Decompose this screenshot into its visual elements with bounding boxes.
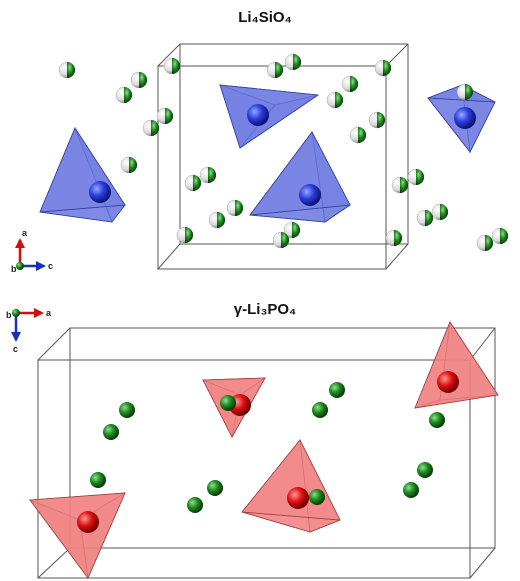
li-atom-half <box>165 108 173 124</box>
li-atom-half <box>465 84 473 100</box>
tetrahedron <box>249 130 351 223</box>
central-atom <box>454 107 476 129</box>
li-atom-half <box>358 127 366 143</box>
li-atom-half <box>377 112 385 128</box>
axis-label: a <box>22 228 28 238</box>
panel-title: γ-Li₃PO₄ <box>234 301 296 318</box>
li-atom-half <box>208 167 216 183</box>
central-atom <box>287 487 309 509</box>
axis-label: c <box>13 344 18 354</box>
central-atom <box>247 104 269 126</box>
axis-label: b <box>11 264 17 274</box>
tetra-face <box>39 127 126 213</box>
li-atom <box>312 402 328 418</box>
unit-cell <box>37 327 496 579</box>
central-atom <box>77 511 99 533</box>
axis-label: b <box>6 310 12 320</box>
li-atom-half <box>185 227 193 243</box>
li-atom-half <box>500 228 508 244</box>
li-atom-half <box>172 58 180 74</box>
tetra-face <box>241 439 341 521</box>
li-atom-half <box>350 76 358 92</box>
axis-label: a <box>46 308 52 318</box>
li-atom <box>417 462 433 478</box>
li-atom-half <box>440 204 448 220</box>
central-atom <box>299 184 321 206</box>
li-atom-half <box>139 72 147 88</box>
li-atom-half <box>67 62 75 78</box>
tetra-face <box>219 84 320 149</box>
li-atom <box>207 480 223 496</box>
li-atom-half <box>416 169 424 185</box>
li-atom-half <box>129 157 137 173</box>
tetrahedron <box>219 84 320 149</box>
li-atom <box>103 424 119 440</box>
tetra-face <box>414 321 499 409</box>
li-atom-half <box>151 120 159 136</box>
tetra-face <box>249 131 351 216</box>
tetrahedron <box>241 438 341 533</box>
li-atom <box>329 382 345 398</box>
axis-indicator: a c b <box>6 308 52 354</box>
li-atom <box>187 497 203 513</box>
li-atom-half <box>292 222 300 238</box>
panel-title: Li₄SiO₄ <box>238 9 291 26</box>
tetrahedron <box>414 320 499 409</box>
li-atom-half <box>281 232 289 248</box>
li-atom-half <box>275 62 283 78</box>
tetrahedron <box>427 84 496 154</box>
li-atom <box>309 489 325 505</box>
li-atom <box>90 472 106 488</box>
axis-label: c <box>48 261 53 271</box>
tetra-face <box>29 492 126 579</box>
li-atom-half <box>217 212 225 228</box>
li-atom <box>403 482 419 498</box>
li-atom-half <box>124 87 132 103</box>
central-atom <box>89 181 111 203</box>
li-atom-half <box>425 210 433 226</box>
axis-indicator: a c b <box>11 228 53 274</box>
tetrahedron <box>39 126 126 223</box>
li-atom-half <box>193 175 201 191</box>
li-atom-half <box>335 92 343 108</box>
li-atom-half <box>235 200 243 216</box>
li-atom-half <box>293 54 301 70</box>
tetrahedron <box>28 492 126 580</box>
li-atom-half <box>383 60 391 76</box>
central-atom <box>437 371 459 393</box>
li-atom-half <box>400 177 408 193</box>
li-atom <box>429 412 445 428</box>
li-atom-half <box>394 230 402 246</box>
li-atom <box>220 395 236 411</box>
li-atom <box>119 402 135 418</box>
li-atom-half <box>485 235 493 251</box>
